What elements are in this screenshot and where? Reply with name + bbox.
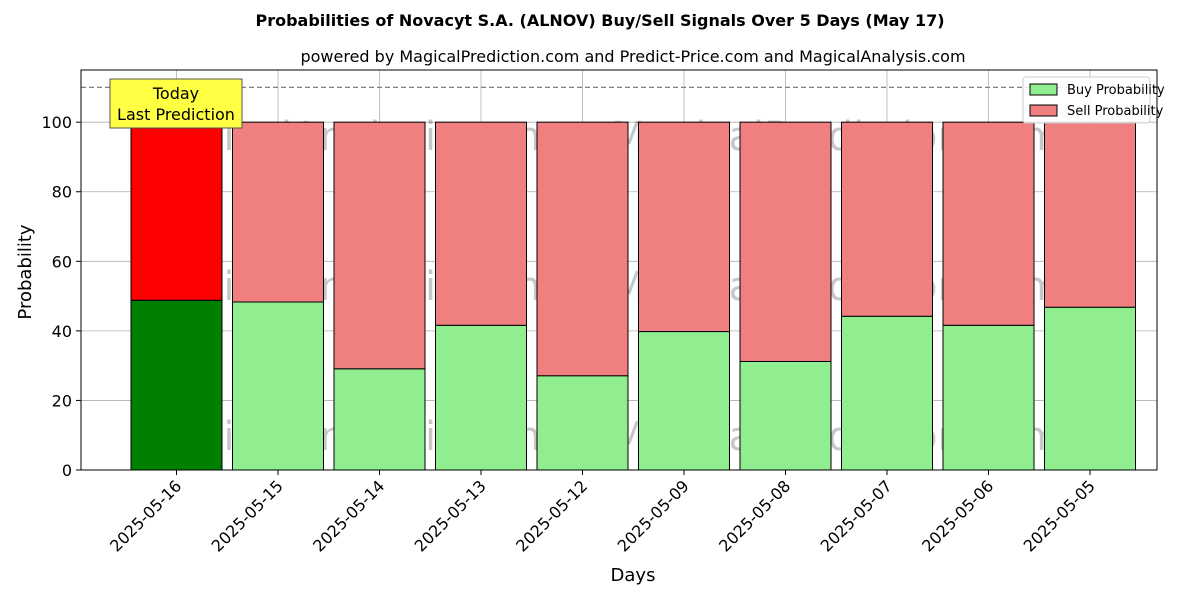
x-tick-label: 2025-05-15 bbox=[208, 476, 287, 555]
x-tick-label: 2025-05-06 bbox=[918, 476, 997, 555]
buy-bar bbox=[536, 375, 629, 471]
sell-bar bbox=[333, 121, 426, 370]
sell-bar bbox=[130, 121, 223, 301]
x-axis-label: Days bbox=[611, 565, 656, 586]
x-tick-label: 2025-05-16 bbox=[106, 476, 185, 555]
buy-bar bbox=[333, 368, 426, 471]
buy-bar bbox=[130, 299, 223, 471]
y-tick-label: 60 bbox=[52, 252, 72, 271]
bars bbox=[130, 121, 1136, 471]
annotation: Today Last Prediction bbox=[109, 78, 243, 129]
sell-bar bbox=[1044, 121, 1136, 308]
buy-bar bbox=[232, 301, 324, 471]
legend-swatch bbox=[1029, 104, 1058, 117]
y-axis: 0 20 40 60 80 100 bbox=[41, 113, 81, 480]
buy-bar bbox=[942, 324, 1035, 471]
x-tick-label: 2025-05-07 bbox=[817, 476, 896, 555]
legend-label: Buy Probability bbox=[1067, 83, 1165, 98]
x-tick-label: 2025-05-08 bbox=[715, 476, 794, 555]
y-tick-label: 80 bbox=[52, 183, 72, 202]
x-tick-label: 2025-05-13 bbox=[411, 476, 490, 555]
sell-bar bbox=[739, 121, 832, 362]
x-tick-label: 2025-05-05 bbox=[1020, 476, 1099, 555]
sell-bar bbox=[638, 121, 730, 333]
chart-title: Probabilities of Novacyt S.A. (ALNOV) Bu… bbox=[255, 11, 944, 30]
sell-bar bbox=[536, 121, 629, 377]
sell-bar bbox=[942, 121, 1035, 326]
buy-bar bbox=[739, 360, 832, 471]
plot-frame bbox=[80, 69, 1158, 471]
sell-bar bbox=[841, 121, 933, 317]
legend-label: Sell Probability bbox=[1067, 104, 1164, 119]
x-tick-label: 2025-05-12 bbox=[512, 476, 591, 555]
annotation-box bbox=[109, 78, 243, 129]
legend-swatch bbox=[1029, 83, 1058, 96]
buy-bar bbox=[435, 324, 527, 471]
chart-subtitle: powered by MagicalPrediction.com and Pre… bbox=[300, 47, 965, 66]
y-tick-label: 20 bbox=[52, 391, 72, 410]
annotation-text: Today bbox=[152, 84, 199, 103]
x-tick-label: 2025-05-09 bbox=[614, 476, 693, 555]
annotation-text: Last Prediction bbox=[117, 105, 235, 124]
sell-bar bbox=[232, 121, 324, 303]
y-tick-label: 40 bbox=[52, 322, 72, 341]
y-axis-label: Probability bbox=[15, 224, 36, 319]
y-tick-label: 0 bbox=[62, 461, 72, 480]
buy-bar bbox=[638, 331, 730, 471]
legend: Buy Probability Sell Probability bbox=[1022, 76, 1165, 124]
buy-bar bbox=[841, 315, 933, 471]
sell-bar bbox=[435, 121, 527, 326]
buy-bar bbox=[1044, 306, 1136, 471]
x-axis: 2025-05-16 2025-05-15 2025-05-14 2025-05-13… bbox=[106, 470, 1099, 556]
x-tick-label: 2025-05-14 bbox=[309, 476, 388, 555]
y-tick-label: 100 bbox=[41, 113, 72, 132]
